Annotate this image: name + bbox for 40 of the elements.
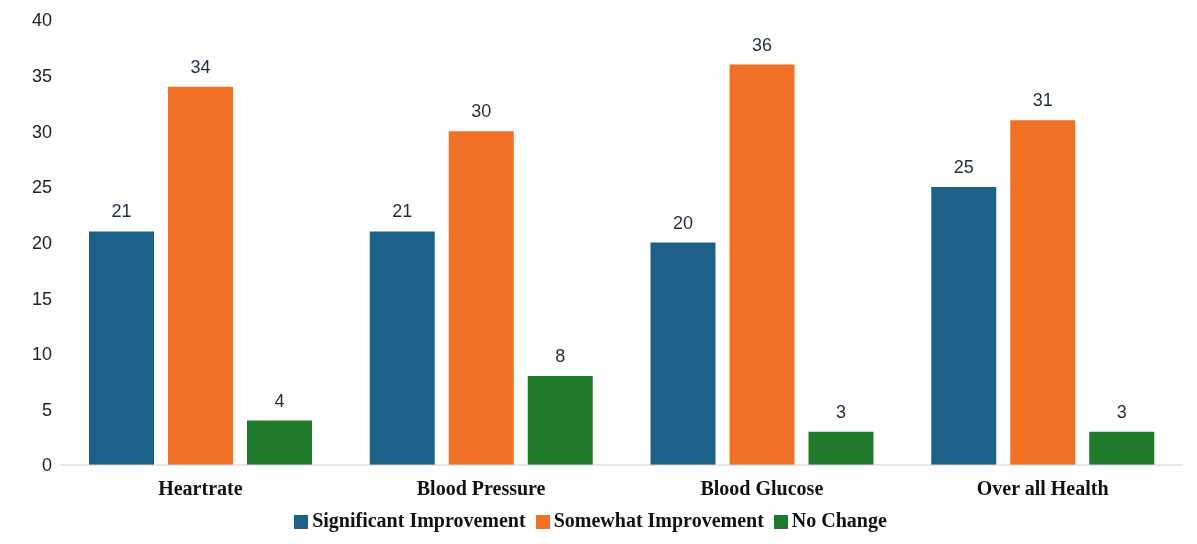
x-tick-label: Blood Glucose	[700, 477, 824, 500]
data-label: 36	[751, 34, 773, 55]
data-label: 30	[471, 101, 492, 122]
bar	[1010, 120, 1076, 465]
y-tick-label: 10	[31, 344, 52, 365]
bar	[448, 131, 514, 465]
data-label: 21	[111, 201, 132, 222]
data-label: 34	[190, 56, 211, 77]
data-label: 31	[1032, 90, 1053, 111]
data-label: 4	[274, 390, 285, 411]
legend-label: No Change	[791, 509, 887, 531]
y-tick-label: 0	[41, 455, 52, 476]
bar	[247, 420, 312, 465]
y-tick-label: 30	[31, 121, 52, 142]
data-label: 3	[835, 401, 847, 422]
legend-label: Somewhat Improvement	[553, 509, 764, 531]
bar	[808, 431, 874, 465]
y-tick-label: 35	[31, 66, 52, 87]
bar	[369, 231, 435, 465]
x-tick-label: Over all Health	[976, 477, 1109, 500]
bar	[931, 186, 997, 465]
y-tick-label: 25	[31, 177, 52, 198]
y-tick-label: 15	[31, 288, 52, 309]
x-tick-label: Blood Pressure	[416, 477, 546, 500]
data-label: 3	[1116, 401, 1127, 422]
y-tick-label: 40	[31, 10, 52, 31]
bar	[168, 86, 233, 465]
bar	[729, 64, 795, 465]
bar	[1089, 431, 1155, 465]
y-tick-label: 5	[41, 399, 52, 420]
bar	[527, 376, 593, 465]
y-tick-label: 20	[31, 232, 52, 253]
legend-label: Significant Improvement	[312, 509, 526, 531]
bar	[650, 242, 716, 465]
x-tick-label: Heartrate	[158, 477, 243, 500]
data-label: 8	[555, 346, 566, 366]
data-label: 20	[672, 212, 694, 233]
data-label: 25	[953, 156, 974, 177]
data-label: 21	[392, 201, 413, 222]
bar	[89, 231, 154, 465]
